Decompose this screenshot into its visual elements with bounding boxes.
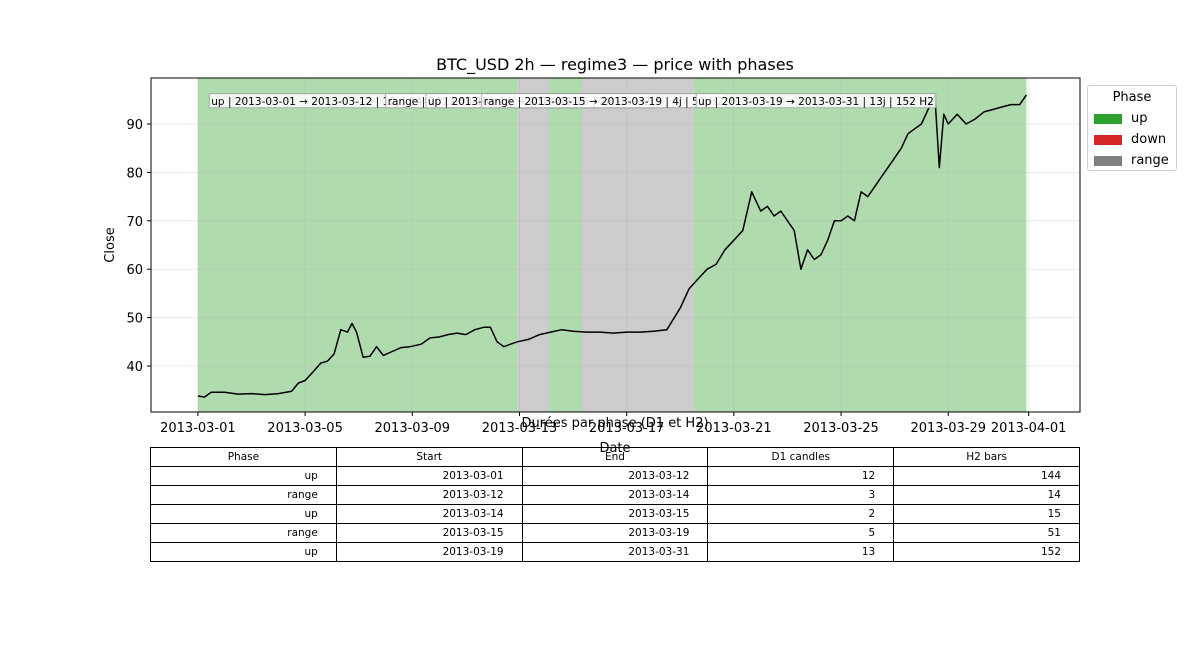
cell-end: 2013-03-12 — [521, 466, 709, 486]
cell-end: 2013-03-14 — [521, 485, 709, 505]
phase-durations-table: Phase Start End D1 candles H2 bars up 20… — [150, 447, 1080, 562]
legend-swatch-up — [1094, 113, 1122, 124]
table-row: range 2013-03-12 2013-03-14 3 14 — [150, 485, 1080, 505]
legend-title: Phase — [1112, 90, 1152, 105]
cell-d1-candles: 12 — [707, 466, 895, 486]
x-tick-label: 2013-03-29 — [910, 421, 986, 436]
y-tick-label: 40 — [126, 360, 143, 375]
table-row: range 2013-03-15 2013-03-19 5 51 — [150, 523, 1080, 543]
close-price-line — [197, 94, 1028, 398]
table-title: Durées par phase (D1 et H2) — [521, 416, 708, 431]
x-tick-label: 2013-03-09 — [375, 421, 451, 436]
legend-item-range: range — [1088, 150, 1176, 171]
phase-legend: Phase up down range — [1087, 85, 1177, 171]
y-tick-label: 60 — [126, 263, 143, 278]
cell-end: 2013-03-19 — [521, 523, 709, 543]
cell-h2-bars: 15 — [893, 504, 1080, 524]
legend-swatch-range — [1094, 155, 1122, 166]
annotation-box — [695, 93, 937, 109]
x-tick-label: 2013-03-01 — [160, 421, 236, 436]
x-tick-label: 2013-03-17 — [589, 421, 665, 436]
x-tick-label: 2013-03-13 — [482, 421, 558, 436]
plot-frame — [150, 77, 1081, 413]
annotation-text: range | 2013-03-15 → 2013-03-19 | 4j | 5… — [484, 96, 724, 108]
cell-d1-candles: 5 — [707, 523, 895, 543]
phase-band-up — [548, 78, 583, 412]
cell-d1-candles: 2 — [707, 504, 895, 524]
legend-item-up: up — [1088, 108, 1176, 129]
y-tick-label: 80 — [126, 166, 143, 181]
cell-start: 2013-03-12 — [335, 485, 523, 505]
cell-h2-bars: 14 — [893, 485, 1080, 505]
x-tick-label: 2013-03-25 — [803, 421, 879, 436]
cell-phase: range — [150, 523, 337, 543]
phase-band-up — [693, 78, 1027, 412]
phase-annotation: range | 2013-03-15 → 2013-03-19 | 4j | 5… — [481, 93, 726, 109]
cell-d1-candles: 3 — [707, 485, 895, 505]
cell-phase: up — [150, 466, 337, 486]
cell-h2-bars: 51 — [893, 523, 1080, 543]
x-tick-label: 2013-03-21 — [696, 421, 772, 436]
cell-phase: up — [150, 542, 337, 562]
cell-h2-bars: 144 — [893, 466, 1080, 486]
table-row: up 2013-03-19 2013-03-31 13 152 — [150, 542, 1080, 562]
col-header-end: End — [521, 447, 709, 467]
legend-label-down: down — [1131, 132, 1167, 147]
legend-item-down: down — [1088, 129, 1176, 150]
phase-band-range — [582, 78, 694, 412]
y-tick-label: 50 — [126, 312, 143, 327]
cell-phase: up — [150, 504, 337, 524]
cell-start: 2013-03-01 — [335, 466, 523, 486]
cell-d1-candles: 13 — [707, 542, 895, 562]
table-header-row: Phase Start End D1 candles H2 bars — [150, 447, 1080, 467]
cell-start: 2013-03-19 — [335, 542, 523, 562]
cell-phase: range — [150, 485, 337, 505]
phase-band-up — [197, 78, 518, 412]
x-tick-label: 2013-03-05 — [267, 421, 343, 436]
cell-start: 2013-03-14 — [335, 504, 523, 524]
cell-end: 2013-03-15 — [521, 504, 709, 524]
col-header-phase: Phase — [150, 447, 337, 467]
x-tick-label: 2013-04-01 — [991, 421, 1067, 436]
table-row: up 2013-03-01 2013-03-12 12 144 — [150, 466, 1080, 486]
legend-swatch-down — [1094, 134, 1122, 145]
cell-end: 2013-03-31 — [521, 542, 709, 562]
chart-title: BTC_USD 2h — regime3 — price with phases — [436, 55, 794, 75]
phase-annotation: up | 2013-03-19 → 2013-03-31 | 13j | 152… — [695, 93, 937, 109]
col-header-start: Start — [335, 447, 523, 467]
legend-label-range: range — [1131, 153, 1169, 168]
cell-start: 2013-03-15 — [335, 523, 523, 543]
col-header-h2-bars: H2 bars — [893, 447, 1080, 467]
annotation-text: up | 2013-03-19 → 2013-03-31 | 13j | 152… — [698, 96, 934, 108]
table-row: up 2013-03-14 2013-03-15 2 15 — [150, 504, 1080, 524]
col-header-d1-candles: D1 candles — [707, 447, 895, 467]
cell-h2-bars: 152 — [893, 542, 1080, 562]
y-tick-label: 70 — [126, 215, 143, 230]
y-axis-label: Close — [103, 227, 118, 262]
legend-label-up: up — [1131, 111, 1148, 126]
phase-band-range — [517, 78, 549, 412]
y-tick-label: 90 — [126, 118, 143, 133]
